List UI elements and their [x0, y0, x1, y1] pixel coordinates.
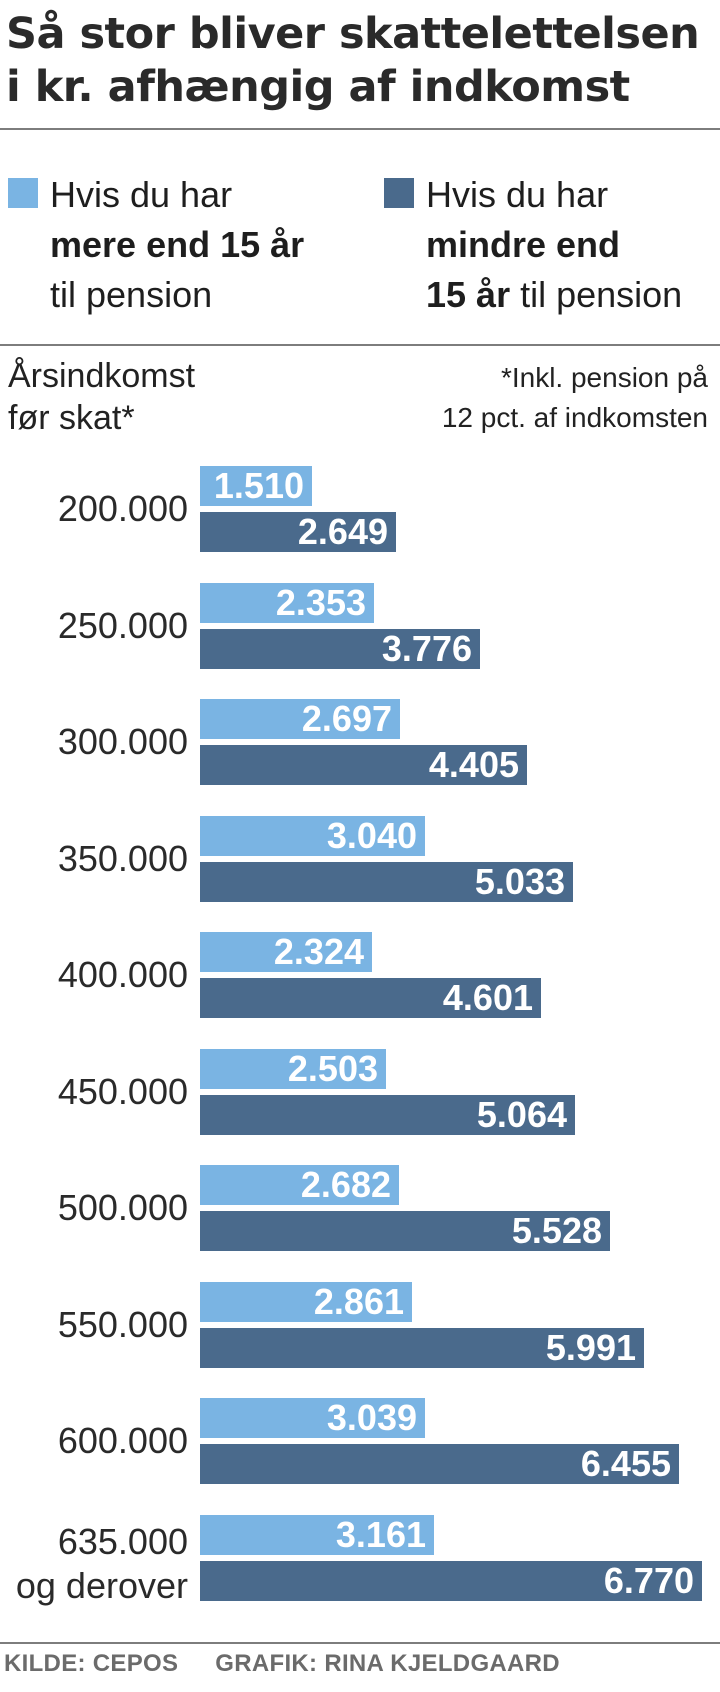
bar-series-2-cat-6 [200, 1095, 575, 1135]
y-axis-title: Årsindkomst før skat* [8, 355, 195, 439]
bar-series-1-cat-1 [200, 466, 312, 506]
source-credit: KILDE: CEPOS [4, 1650, 179, 1677]
divider-top [0, 128, 720, 130]
bar-value-label-series-1-cat-6: 2.503 [287, 1048, 378, 1089]
chart-title: Så stor bliver skattelettelsen i kr. afh… [6, 8, 700, 114]
bar-value-label-series-2-cat-8: 5.991 [545, 1327, 636, 1368]
category-label-9-line-1: 600.000 [57, 1420, 188, 1461]
category-label-10-line-1: 635.000 [57, 1521, 188, 1562]
legend-series-2-line-2: mindre end [426, 220, 682, 270]
bar-value-label-series-2-cat-3: 4.405 [428, 744, 519, 785]
category-label-7: 500.000 [58, 1188, 188, 1228]
bar-value-label-series-1-cat-9: 3.039 [326, 1397, 417, 1438]
bar-series-2-cat-10 [200, 1561, 702, 1601]
legend-series-1-line-2: mere end 15 år [50, 220, 304, 270]
bar-value-label-series-1-cat-8: 2.861 [313, 1281, 404, 1322]
category-label-9: 600.000 [58, 1421, 188, 1461]
bar-series-2-cat-7 [200, 1211, 610, 1251]
divider-middle [0, 344, 720, 346]
bar-series-1-cat-3 [200, 699, 400, 739]
graphic-credit: GRAFIK: RINA KJELDGAARD [215, 1650, 560, 1677]
legend-series-1-line-2-part-2: mere end 15 år [50, 224, 305, 265]
footnote-line-2: 12 pct. af indkomsten [441, 402, 708, 433]
divider-bottom [0, 1642, 720, 1644]
bar-value-label-series-2-cat-9: 6.455 [580, 1443, 671, 1484]
legend-series-1-line-3-part-1: til pension [50, 274, 213, 315]
category-label-3: 300.000 [58, 722, 188, 762]
bar-value-label-series-1-cat-1: 1.510 [213, 465, 304, 506]
legend-series-1-line-3: til pension [50, 270, 304, 320]
bar-series-1-cat-9 [200, 1398, 425, 1438]
legend-swatch-series-2 [384, 178, 414, 208]
bar-series-1-cat-10 [200, 1515, 434, 1555]
bar-value-label-series-1-cat-7: 2.682 [300, 1164, 391, 1205]
footnote-line-1: *Inkl. pension på [500, 362, 708, 393]
chart-title-line-1: Så stor bliver skattelettelsen [6, 9, 700, 59]
category-label-10-line-2: og derover [15, 1565, 188, 1606]
bar-value-label-series-1-cat-3: 2.697 [301, 698, 392, 739]
legend-series-2-line-3-part-2: 15 år [426, 274, 511, 315]
bar-series-1-cat-8 [200, 1282, 412, 1322]
bar-series-2-cat-1 [200, 512, 396, 552]
bar-value-label-series-1-cat-4: 3.040 [326, 815, 417, 856]
category-label-5-line-1: 400.000 [57, 954, 188, 995]
bar-series-1-cat-2 [200, 583, 374, 623]
bar-series-2-cat-5 [200, 978, 541, 1018]
bar-value-label-series-1-cat-10: 3.161 [335, 1514, 426, 1555]
bar-value-label-series-2-cat-5: 4.601 [442, 977, 533, 1018]
category-label-5: 400.000 [58, 955, 188, 995]
legend-series-2-line-2-part-2: mindre end [426, 224, 621, 265]
legend-series-1-line-1: Hvis du har [50, 170, 304, 220]
category-label-3-line-1: 300.000 [57, 721, 188, 762]
category-label-8-line-1: 550.000 [57, 1304, 188, 1345]
category-label-8: 550.000 [58, 1305, 188, 1345]
category-label-6-line-1: 450.000 [57, 1071, 188, 1112]
bar-value-label-series-1-cat-5: 2.324 [273, 931, 364, 972]
legend-series-2-line-1-part-1: Hvis du har [426, 174, 609, 215]
legend-series-2-line-3-part-3: til pension [510, 274, 683, 315]
bar-series-2-cat-4 [200, 862, 573, 902]
bar-value-label-series-1-cat-2: 2.353 [275, 582, 366, 623]
category-label-2: 250.000 [58, 606, 188, 646]
bar-series-2-cat-8 [200, 1328, 644, 1368]
bar-value-label-series-2-cat-6: 5.064 [476, 1094, 567, 1135]
category-label-1-line-1: 200.000 [57, 488, 188, 529]
legend-series-2-line-3: 15 år til pension [426, 270, 682, 320]
bar-series-1-cat-5 [200, 932, 372, 972]
bar-value-label-series-2-cat-1: 2.649 [297, 511, 388, 552]
legend-swatch-series-1 [8, 178, 38, 208]
footnote: *Inkl. pension på 12 pct. af indkomsten [442, 358, 708, 438]
bar-value-label-series-2-cat-4: 5.033 [474, 861, 565, 902]
category-label-4-line-1: 350.000 [57, 838, 188, 879]
bar-series-1-cat-4 [200, 816, 425, 856]
category-label-4: 350.000 [58, 839, 188, 879]
bar-series-2-cat-2 [200, 629, 480, 669]
category-label-7-line-1: 500.000 [57, 1187, 188, 1228]
credits: KILDE: CEPOS GRAFIK: RINA KJELDGAARD [4, 1650, 560, 1678]
legend-series-1-line-1-part-1: Hvis du har [50, 174, 233, 215]
bar-value-label-series-2-cat-2: 3.776 [381, 628, 472, 669]
y-axis-title-line-2: før skat* [8, 399, 135, 437]
bar-series-1-cat-6 [200, 1049, 386, 1089]
chart-title-line-2: i kr. afhængig af indkomst [6, 62, 630, 112]
legend-series-2-line-1: Hvis du har [426, 170, 682, 220]
legend-text-series-2: Hvis du har mindre end 15 år til pension [426, 170, 682, 320]
bar-series-2-cat-9 [200, 1444, 679, 1484]
category-label-6: 450.000 [58, 1072, 188, 1112]
category-label-10: 635.000 og derover [16, 1520, 188, 1608]
bar-value-label-series-2-cat-7: 5.528 [511, 1210, 602, 1251]
legend-text-series-1: Hvis du har mere end 15 år til pension [50, 170, 304, 320]
category-label-1: 200.000 [58, 489, 188, 529]
category-label-2-line-1: 250.000 [57, 605, 188, 646]
bar-series-1-cat-7 [200, 1165, 399, 1205]
y-axis-title-line-1: Årsindkomst [8, 357, 196, 395]
bar-series-2-cat-3 [200, 745, 527, 785]
bar-value-label-series-2-cat-10: 6.770 [603, 1560, 694, 1601]
